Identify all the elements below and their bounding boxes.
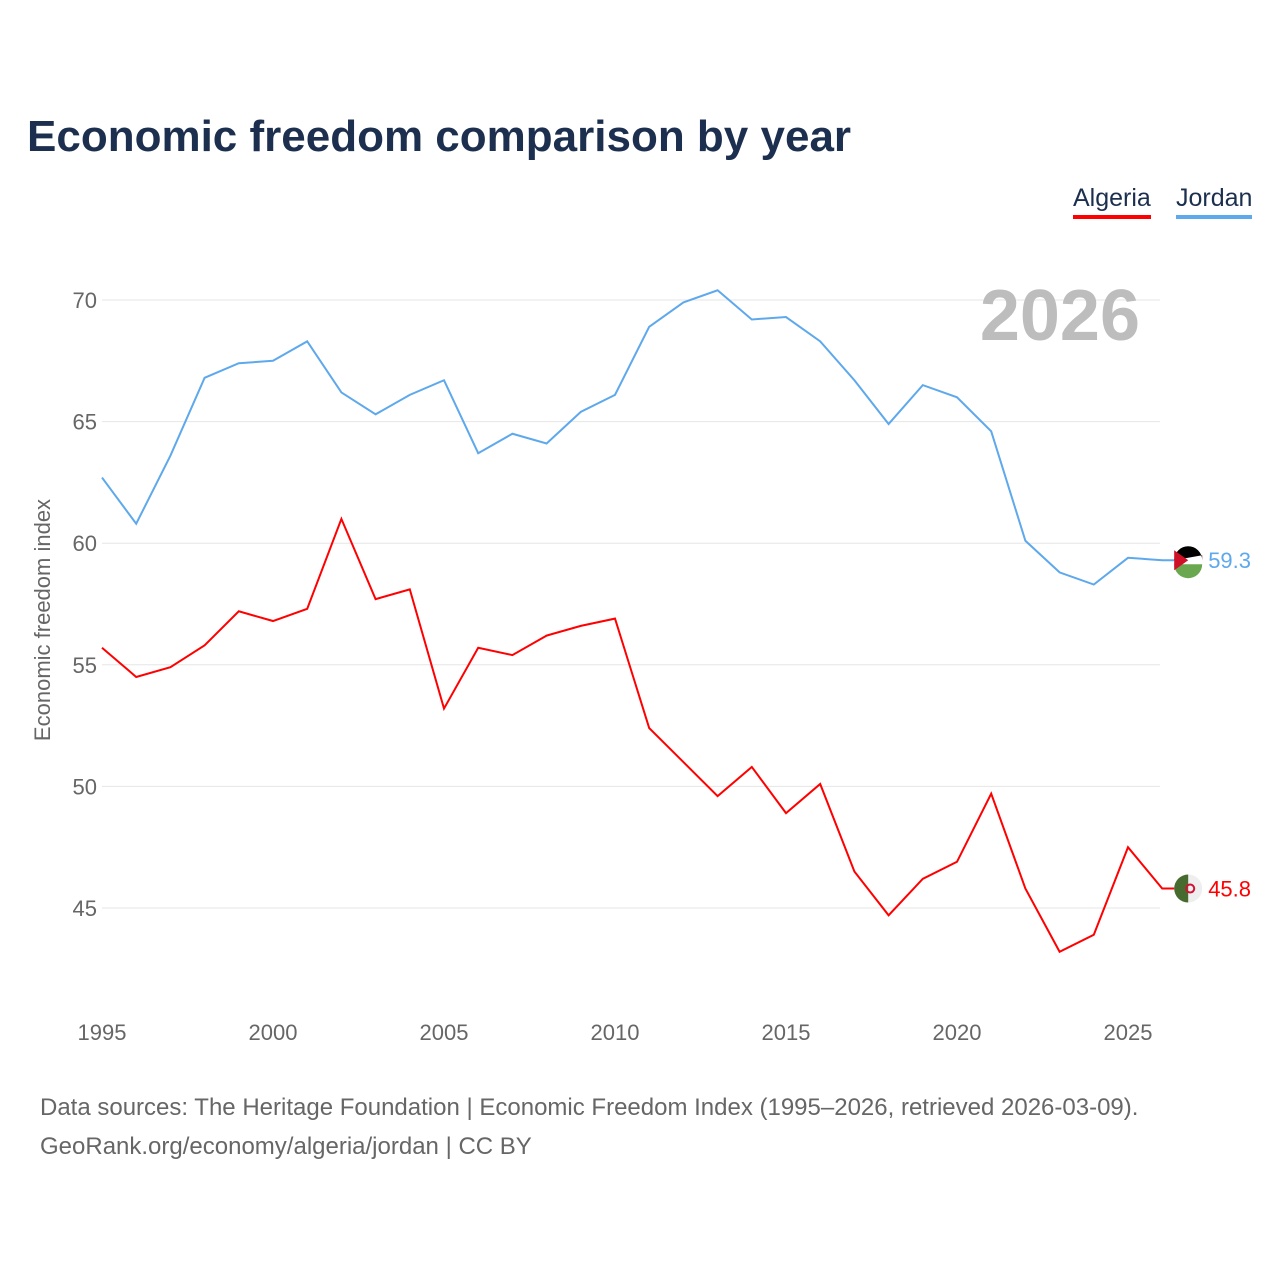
y-tick-label: 70 [73,288,97,313]
y-tick-label: 50 [73,774,97,799]
x-tick-label: 2020 [933,1020,982,1045]
line-chart: 45 50 55 60 65 70 1995 2000 2005 2010 2015 2020 2025… [30,276,1251,1045]
chart-title: Economic freedom comparison by year [27,112,852,161]
legend-algeria[interactable]: Algeria [1073,184,1151,219]
x-tick-label: 1995 [78,1020,127,1045]
source-line-1: Data sources: The Heritage Foundation | … [40,1094,1139,1121]
y-tick-label: 55 [73,653,97,678]
y-tick-label: 65 [73,410,97,435]
y-axis-label: Economic freedom index [30,499,55,741]
x-tick-label: 2010 [591,1020,640,1045]
x-tick-label: 2005 [420,1020,469,1045]
flag-crescent [1185,883,1196,894]
flag-half [1174,874,1189,903]
x-tick-label: 2025 [1104,1020,1153,1045]
series-line-jordan [101,289,1177,586]
x-tick-label: 2015 [762,1020,811,1045]
source-line-2[interactable]: GeoRank.org/economy/algeria/jordan | CC … [40,1133,532,1160]
legend-jordan[interactable]: Jordan [1176,184,1253,219]
flag-triangle [1174,550,1189,571]
flag-stripe [1174,564,1203,579]
x-tick-label: 2000 [249,1020,298,1045]
year-watermark: 2026 [980,276,1140,356]
end-value-label-jordan: 59.3 [1208,548,1251,573]
series-line-algeria [101,516,1177,954]
end-value-label-algeria: 45.8 [1208,877,1251,902]
y-tick-label: 60 [73,531,97,556]
y-tick-label: 45 [73,896,97,921]
source-note: Data sources: The Heritage Foundation | … [40,1088,1138,1166]
